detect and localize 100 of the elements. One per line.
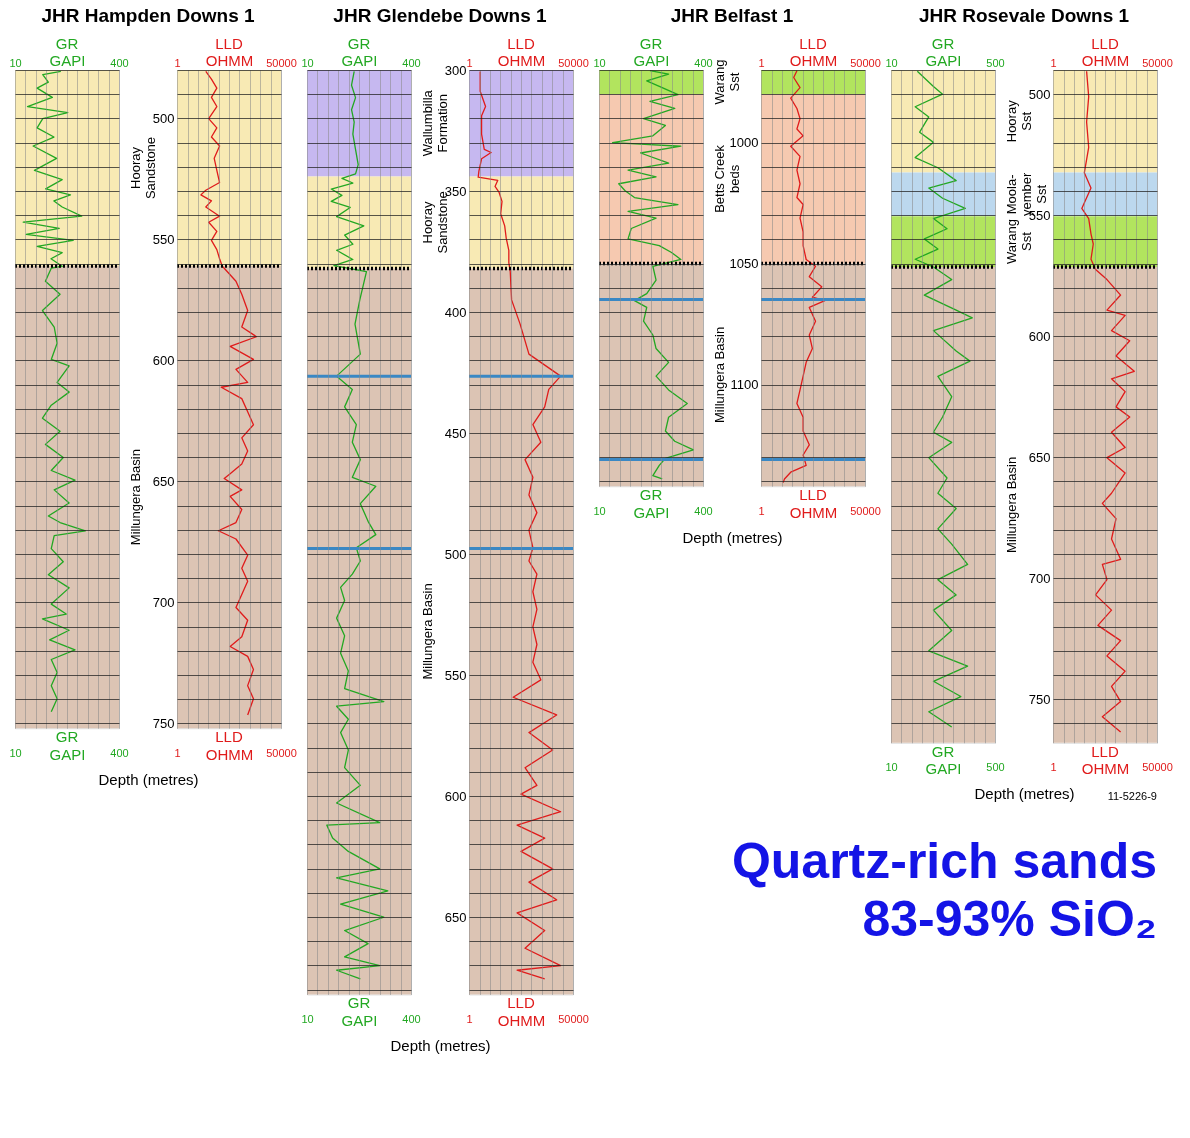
text: LLD bbox=[1091, 35, 1119, 52]
y-tick-label: 550 bbox=[444, 667, 467, 683]
y-tick-label: 650 bbox=[444, 909, 467, 925]
x2-tick-label: 10 bbox=[9, 746, 22, 759]
series-label: LLD bbox=[1091, 742, 1119, 760]
y-axis-title: Depth (metres) bbox=[390, 1036, 491, 1054]
band-label: Millungera Basin bbox=[420, 583, 435, 680]
y-tick-label: 500 bbox=[152, 110, 175, 126]
band-label: Wallumbilla Formation bbox=[420, 89, 450, 157]
band-label: Hooray Sandstone bbox=[128, 136, 158, 200]
x-tick-label: 400 bbox=[402, 56, 421, 69]
x2-tick-label: 1 bbox=[174, 746, 181, 759]
text: LLD bbox=[215, 35, 243, 52]
y-tick-label: 750 bbox=[152, 715, 175, 731]
y-tick-label: 300 bbox=[444, 62, 467, 78]
chart-title: JHR Rosevale Downs 1 bbox=[918, 5, 1130, 26]
x2-tick-label: 50000 bbox=[266, 746, 297, 759]
text: GR bbox=[931, 35, 955, 52]
y-tick-label: 750 bbox=[1028, 691, 1051, 707]
x-tick-label: 400 bbox=[110, 56, 129, 69]
y-tick-label: 1050 bbox=[729, 256, 759, 272]
x-tick-label: 500 bbox=[986, 56, 1005, 69]
y-tick-label: 550 bbox=[152, 231, 175, 247]
x2-axis-title: GAPI bbox=[49, 745, 86, 763]
x2-tick-label: 500 bbox=[986, 761, 1005, 774]
text: 11-5226-9 bbox=[1107, 789, 1157, 802]
x-tick-label: 1 bbox=[466, 56, 473, 69]
series-label: GR bbox=[931, 742, 955, 760]
x2-tick-label: 400 bbox=[694, 504, 713, 517]
x-tick-label: 400 bbox=[694, 56, 713, 69]
x-tick-label: 50000 bbox=[558, 56, 589, 69]
y-axis-title: Depth (metres) bbox=[974, 785, 1075, 803]
band-label: Warang Sst bbox=[712, 59, 742, 105]
x-axis-title: OHMM bbox=[205, 51, 254, 69]
x2-tick-label: 1 bbox=[758, 504, 765, 517]
x-axis-title: GAPI bbox=[925, 51, 962, 69]
x-axis-title: GAPI bbox=[633, 51, 670, 69]
y-axis-title: Depth (metres) bbox=[682, 528, 783, 546]
x2-tick-label: 50000 bbox=[850, 504, 881, 517]
x-axis-title: OHMM bbox=[789, 51, 838, 69]
chart-title: JHR Belfast 1 bbox=[670, 5, 794, 26]
x2-tick-label: 50000 bbox=[558, 1012, 589, 1025]
series-label: GR bbox=[347, 994, 371, 1012]
x2-tick-label: 400 bbox=[110, 746, 129, 759]
chart-title: JHR Glendebe Downs 1 bbox=[333, 5, 548, 26]
series-label: GR bbox=[55, 728, 79, 746]
y-tick-label: 600 bbox=[444, 788, 467, 804]
x-tick-label: 50000 bbox=[1142, 56, 1173, 69]
x-axis-title: GAPI bbox=[49, 51, 86, 69]
y-tick-label: 500 bbox=[1028, 86, 1051, 102]
text: GR bbox=[347, 35, 371, 52]
x2-tick-label: 400 bbox=[402, 1012, 421, 1025]
x2-tick-label: 50000 bbox=[1142, 761, 1173, 774]
x-tick-label: 50000 bbox=[266, 56, 297, 69]
y-tick-label: 400 bbox=[444, 304, 467, 320]
y-tick-label: 700 bbox=[1028, 570, 1051, 586]
text: LLD bbox=[799, 35, 827, 52]
x-axis-title: OHMM bbox=[1081, 51, 1130, 69]
x2-tick-label: 1 bbox=[1050, 761, 1057, 774]
x-tick-label: 10 bbox=[9, 56, 22, 69]
x2-axis-title: OHMM bbox=[789, 503, 838, 521]
chart-title: JHR Hampden Downs 1 bbox=[41, 5, 256, 26]
x2-axis-title: OHMM bbox=[497, 1011, 546, 1029]
x-axis-title: GAPI bbox=[341, 51, 378, 69]
band-label: Millungera Basin bbox=[712, 326, 727, 423]
y-tick-label: 1100 bbox=[730, 377, 759, 393]
x2-tick-label: 10 bbox=[593, 504, 606, 517]
series-label: LLD bbox=[507, 994, 535, 1012]
x2-tick-label: 1 bbox=[466, 1012, 473, 1025]
y-tick-label: 600 bbox=[1028, 328, 1051, 344]
y-tick-label: 650 bbox=[152, 473, 175, 489]
x-axis-title: OHMM bbox=[497, 51, 546, 69]
x-tick-label: 1 bbox=[1050, 56, 1057, 69]
x2-axis-title: OHMM bbox=[205, 745, 254, 763]
text: GR bbox=[55, 35, 79, 52]
x2-axis-title: GAPI bbox=[925, 760, 962, 778]
x-tick-label: 1 bbox=[758, 56, 765, 69]
x-tick-label: 50000 bbox=[850, 56, 881, 69]
band-label: Hooray Sst bbox=[1004, 99, 1034, 143]
y-tick-label: 500 bbox=[444, 546, 467, 562]
y-tick-label: 600 bbox=[152, 352, 175, 368]
text: LLD bbox=[507, 35, 535, 52]
series-label: LLD bbox=[215, 728, 243, 746]
band-label: Millungera Basin bbox=[128, 449, 143, 546]
x-tick-label: 10 bbox=[301, 56, 314, 69]
x-tick-label: 10 bbox=[593, 56, 606, 69]
text: GR bbox=[639, 35, 663, 52]
series-label: LLD bbox=[799, 486, 827, 504]
series-label: GR bbox=[639, 486, 663, 504]
x-tick-label: 1 bbox=[174, 56, 181, 69]
y-tick-label: 700 bbox=[152, 594, 175, 610]
x-tick-label: 10 bbox=[885, 56, 898, 69]
x2-axis-title: GAPI bbox=[633, 503, 670, 521]
y-tick-label: 650 bbox=[1028, 449, 1051, 465]
band-label: Millungera Basin bbox=[1004, 456, 1019, 553]
x2-tick-label: 10 bbox=[301, 1012, 314, 1025]
band-label: Warang Sst bbox=[1004, 219, 1034, 265]
x2-tick-label: 10 bbox=[885, 761, 898, 774]
x2-axis-title: GAPI bbox=[341, 1011, 378, 1029]
y-axis-title: Depth (metres) bbox=[98, 770, 199, 788]
